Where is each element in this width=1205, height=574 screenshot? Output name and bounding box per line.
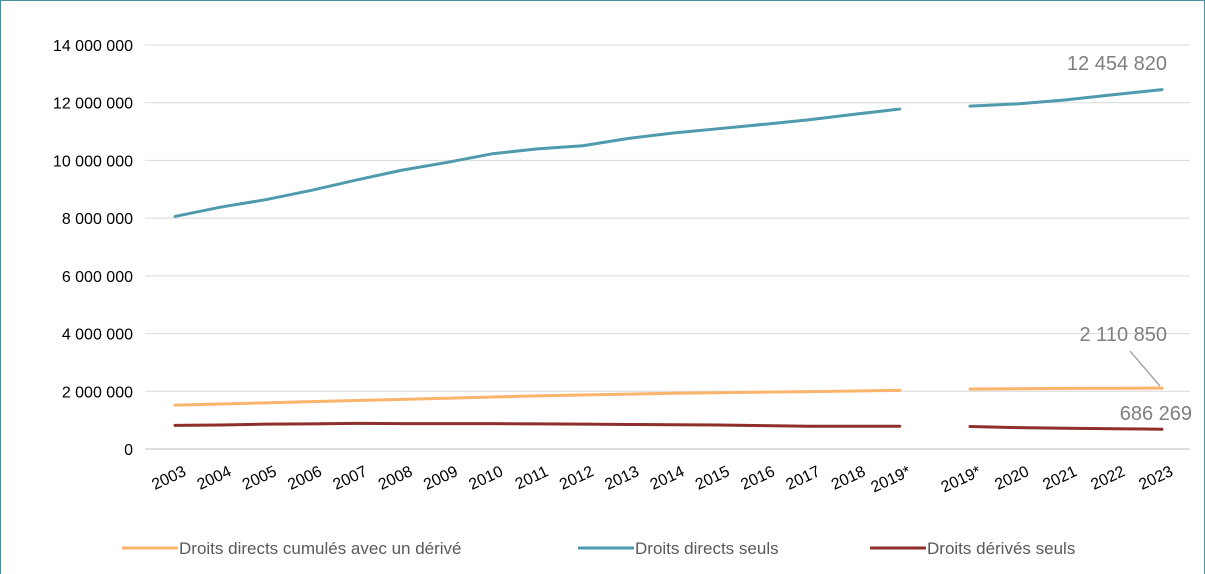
series-line-1-part2: [968, 386, 1164, 391]
annotation-leader-line: [1129, 350, 1161, 387]
legend-label: Droits dérivés seuls: [927, 539, 1075, 558]
x-tick-label: 2007: [331, 463, 371, 493]
y-tick-label: 14 000 000: [53, 38, 133, 55]
y-tick-label: 6 000 000: [62, 269, 133, 286]
y-tick-label: 10 000 000: [53, 153, 133, 170]
grid-lines: [145, 44, 1190, 450]
y-tick-label: 12 000 000: [53, 96, 133, 113]
y-axis-tick-labels: 0 2 000 000 4 000 000 6 000 000 8 000 000 10 …: [53, 38, 133, 459]
x-tick-label: 2006: [285, 463, 325, 493]
x-tick-label: 2008: [376, 463, 416, 493]
series-line-2-part1: [173, 107, 902, 218]
data-annotations: 12 454 820 2 110 850 686 269: [1067, 53, 1192, 425]
x-tick-label: 2019*: [939, 463, 984, 496]
x-tick-label: 2018: [829, 463, 869, 493]
x-tick-label: 2005: [240, 463, 280, 493]
y-tick-label: 8 000 000: [62, 211, 133, 228]
x-tick-label: 2020: [992, 463, 1032, 493]
y-tick-label: 2 000 000: [62, 384, 133, 401]
x-tick-label: 2012: [557, 463, 597, 493]
x-tick-label: 2019*: [868, 463, 913, 496]
series-line-1-part1: [173, 388, 902, 407]
series-line-3-part2: [968, 424, 1164, 431]
x-tick-label: 2004: [195, 463, 235, 493]
legend-label: Droits directs cumulés avec un dérivé: [179, 539, 462, 558]
x-tick-label: 2013: [602, 463, 642, 493]
data-label: 686 269: [1120, 403, 1192, 425]
series-line-2-part2: [968, 88, 1164, 108]
series-line-3-part1: [173, 421, 902, 428]
x-tick-label: 2009: [421, 463, 461, 493]
x-tick-label: 2016: [738, 463, 778, 493]
x-tick-label: 2021: [1040, 463, 1080, 493]
x-tick-label: 2017: [784, 463, 824, 493]
x-tick-label: 2023: [1136, 463, 1176, 493]
y-tick-label: 4 000 000: [62, 327, 133, 344]
x-tick-label: 2014: [648, 463, 688, 493]
legend-label: Droits directs seuls: [635, 539, 779, 558]
series-lines: [173, 88, 1164, 431]
x-tick-label: 2015: [693, 463, 733, 493]
data-label: 2 110 850: [1080, 324, 1168, 346]
x-tick-label: 2003: [149, 463, 189, 493]
y-tick-label: 0: [124, 442, 133, 459]
x-tick-label: 2022: [1088, 463, 1128, 493]
x-tick-label: 2010: [466, 463, 506, 493]
x-axis-tick-labels: 2003 2004 2005 2006 2007 2008 2009 2010 2011 2012…: [149, 463, 1176, 496]
x-tick-label: 2011: [513, 463, 551, 493]
legend: Droits directs cumulés avec un dérivé Dro…: [122, 539, 1075, 558]
data-label: 12 454 820: [1067, 53, 1167, 75]
